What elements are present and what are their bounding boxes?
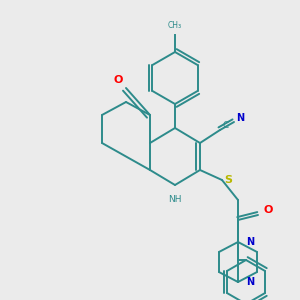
Text: NH: NH xyxy=(168,196,182,205)
Text: N: N xyxy=(236,113,244,123)
Text: C: C xyxy=(223,121,229,130)
Text: O: O xyxy=(263,205,272,215)
Text: O: O xyxy=(113,75,123,85)
Text: S: S xyxy=(224,175,232,185)
Text: N: N xyxy=(246,277,254,287)
Text: CH₃: CH₃ xyxy=(168,20,182,29)
Text: N: N xyxy=(246,237,254,247)
